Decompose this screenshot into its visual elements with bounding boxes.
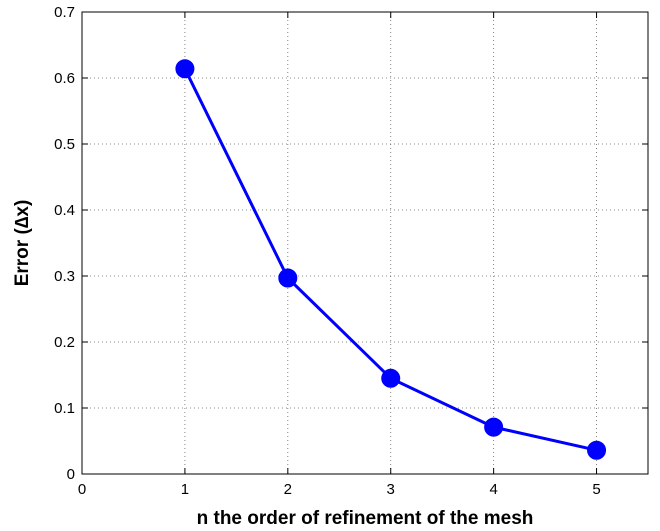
x-tick-label: 3 <box>387 481 395 498</box>
y-tick-label: 0.2 <box>54 334 75 351</box>
y-tick-label: 0.5 <box>54 136 75 153</box>
y-axis-title: Error (∆x) <box>12 200 33 287</box>
tick-labels: 0 1 2 3 4 5 0 0.1 0.2 0.3 0.4 0.5 0.6 0.7 <box>54 4 601 498</box>
x-tick-label: 4 <box>489 481 497 498</box>
y-tick-label: 0.7 <box>54 4 75 21</box>
y-tick-label: 0.1 <box>54 400 75 417</box>
y-tick-label: 0 <box>67 466 75 483</box>
x-tick-label: 1 <box>181 481 189 498</box>
y-tick-label: 0.3 <box>54 268 75 285</box>
data-point <box>381 368 401 388</box>
series-group <box>175 59 607 460</box>
x-tick-label: 0 <box>78 481 86 498</box>
data-point <box>278 268 298 288</box>
data-point <box>175 59 195 79</box>
x-axis-title: n the order of refinement of the mesh <box>197 508 534 529</box>
y-tick-label: 0.6 <box>54 70 75 87</box>
plot-frame <box>81 11 649 475</box>
axis-ticks <box>81 11 648 475</box>
data-point <box>587 440 607 460</box>
grid-lines <box>82 12 648 474</box>
x-tick-label: 2 <box>284 481 292 498</box>
data-point <box>484 417 504 437</box>
x-tick-label: 5 <box>592 481 600 498</box>
y-tick-label: 0.4 <box>54 202 75 219</box>
